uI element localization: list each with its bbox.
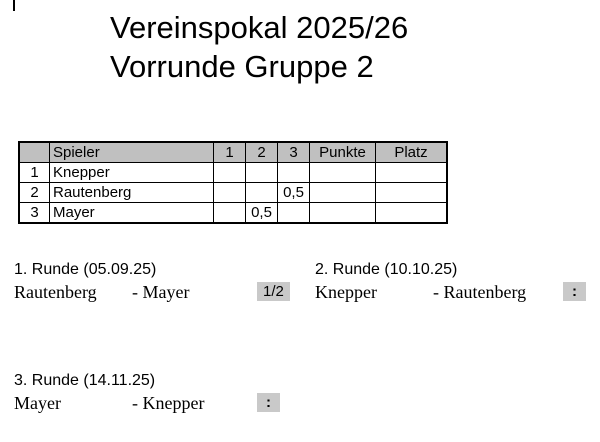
row-number: 1	[18, 162, 50, 183]
cell-punkte	[309, 162, 376, 183]
cell-platz	[375, 162, 448, 183]
standings-table: Spieler 1 2 3 Punkte Platz 1 Knepper 2 R…	[18, 141, 448, 224]
cell-self	[213, 162, 246, 183]
away-player: Knepper	[142, 393, 205, 413]
round-heading: 2. Runde (10.10.25)	[315, 261, 458, 278]
result-field[interactable]: :	[563, 282, 586, 301]
pairing-dash: -	[433, 282, 439, 302]
cell-platz	[375, 202, 448, 224]
player-name: Knepper	[49, 162, 214, 183]
cell-punkte	[309, 182, 376, 203]
round-block-2: 2. Runde (10.10.25) Knepper - Rautenberg …	[315, 261, 600, 302]
cell-result: 0,5	[277, 182, 310, 203]
title-line-2: Vorrunde Gruppe 2	[110, 49, 374, 84]
col-header-2: 2	[245, 141, 278, 163]
pairing-dash: -	[132, 393, 138, 413]
table-row: 2 Rautenberg 0,5	[18, 182, 448, 203]
home-player: Knepper	[315, 282, 377, 302]
result-field[interactable]: 1/2	[257, 282, 290, 301]
cell-result	[213, 182, 246, 203]
pairing-dash: -	[132, 282, 138, 302]
round-heading: 1. Runde (05.09.25)	[14, 261, 157, 278]
standings-header-row: Spieler 1 2 3 Punkte Platz	[18, 141, 448, 163]
row-number: 3	[18, 202, 50, 224]
player-name: Rautenberg	[49, 182, 214, 203]
table-row: 1 Knepper	[18, 162, 448, 183]
away-player: Rautenberg	[443, 282, 527, 302]
player-name: Mayer	[49, 202, 214, 224]
home-player: Mayer	[14, 393, 61, 413]
col-header-number	[18, 141, 50, 163]
col-header-punkte: Punkte	[309, 141, 376, 163]
cell-punkte	[309, 202, 376, 224]
round-heading: 3. Runde (14.11.25)	[14, 372, 156, 389]
match-line: Mayer - Knepper :	[14, 393, 314, 413]
result-field[interactable]: :	[257, 393, 280, 412]
match-line: Knepper - Rautenberg :	[315, 282, 600, 302]
round-block-3: 3. Runde (14.11.25) Mayer - Knepper :	[14, 372, 314, 413]
match-line: Rautenberg - Mayer 1/2	[14, 282, 314, 302]
round-block-1: 1. Runde (05.09.25) Rautenberg - Mayer 1/…	[14, 261, 314, 302]
cell-self	[245, 182, 278, 203]
page-title: Vereinspokal 2025/26 Vorrunde Gruppe 2	[110, 8, 408, 86]
cell-self	[277, 202, 310, 224]
col-header-3: 3	[277, 141, 310, 163]
home-player: Rautenberg	[14, 282, 97, 302]
title-line-1: Vereinspokal 2025/26	[110, 10, 409, 45]
cell-result	[277, 162, 310, 183]
cell-platz	[375, 182, 448, 203]
away-player: Mayer	[142, 282, 190, 302]
cell-result	[213, 202, 246, 224]
col-header-spieler: Spieler	[49, 141, 214, 163]
cell-result	[245, 162, 278, 183]
col-header-1: 1	[213, 141, 246, 163]
cell-result: 0,5	[245, 202, 278, 224]
col-header-platz: Platz	[375, 141, 448, 163]
row-number: 2	[18, 182, 50, 203]
table-row: 3 Mayer 0,5	[18, 202, 448, 224]
page-crop-mark	[13, 0, 15, 11]
